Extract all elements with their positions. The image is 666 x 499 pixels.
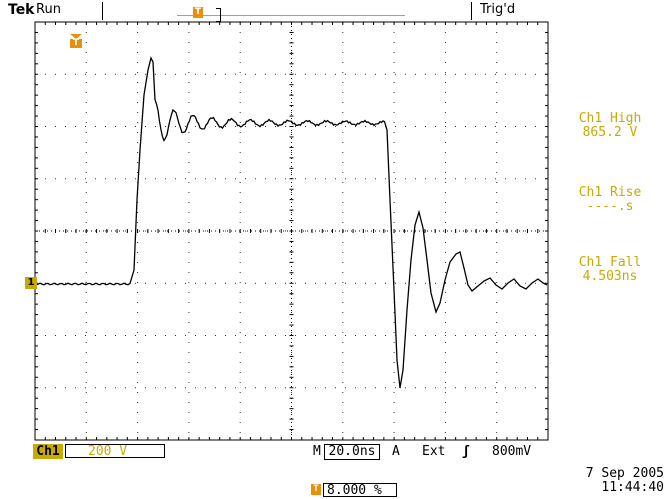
trigger-state: Trig'd — [480, 2, 516, 17]
run-state: Run — [36, 2, 61, 17]
brand-label: Tek — [8, 2, 35, 18]
timebase-prefix: M — [313, 444, 321, 459]
trigger-position-icon: T — [193, 7, 203, 18]
status-separator — [102, 2, 103, 20]
measurement-value: 865.2 V — [582, 125, 638, 140]
trigger-mode: A — [392, 444, 400, 459]
trigger-position-marker-top[interactable]: T — [193, 3, 203, 18]
record-position-bar[interactable] — [177, 15, 405, 16]
timestamp-date: 7 Sep 2005 — [585, 466, 664, 481]
measurement-label: Ch1 High — [578, 111, 642, 126]
timestamp: 7 Sep 2005 11:44:40 — [560, 467, 664, 495]
measurement-ch1-rise: Ch1 Rise ----.s — [560, 186, 660, 214]
trigger-position-icon: T — [311, 484, 321, 495]
ch1-trace — [35, 56, 548, 389]
trigger-t-icon: T — [70, 39, 82, 48]
status-bar: Tek Run T Trig'd — [0, 0, 666, 22]
graticule — [34, 21, 549, 441]
trigger-marker[interactable]: T — [70, 34, 82, 48]
volts-per-div[interactable]: 200 V — [65, 444, 165, 458]
measurement-ch1-high: Ch1 High 865.2 V — [560, 112, 660, 140]
rising-edge-icon: ʃ — [462, 444, 470, 459]
ch1-ground-marker[interactable]: 1 — [25, 277, 37, 289]
channel-label: Ch1 — [33, 444, 63, 459]
status-separator — [471, 2, 472, 20]
ch1-marker-label: 1 — [27, 277, 35, 288]
timestamp-time: 11:44:40 — [601, 480, 664, 495]
trigger-level: 800mV — [492, 444, 532, 459]
trigger-arrow-icon — [70, 34, 82, 39]
trigger-position-value[interactable]: 8.000 % — [323, 483, 397, 497]
measurement-value: 4.503ns — [582, 269, 638, 284]
measurement-ch1-fall: Ch1 Fall 4.503ns — [560, 256, 660, 284]
measurement-label: Ch1 Fall — [578, 255, 642, 270]
trigger-source: Ext — [422, 444, 446, 459]
measurement-label: Ch1 Rise — [578, 185, 642, 200]
measurement-value: ----.s — [586, 199, 634, 214]
time-per-div[interactable]: 20.0ns — [324, 444, 380, 460]
